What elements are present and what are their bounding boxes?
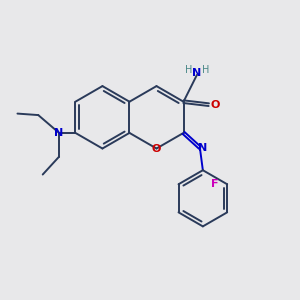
- Text: O: O: [152, 143, 161, 154]
- Text: N: N: [198, 143, 208, 153]
- Text: N: N: [192, 68, 202, 79]
- Text: N: N: [54, 128, 64, 138]
- Text: H: H: [202, 65, 209, 76]
- Text: O: O: [211, 100, 220, 110]
- Text: H: H: [185, 65, 192, 76]
- Text: F: F: [211, 179, 218, 189]
